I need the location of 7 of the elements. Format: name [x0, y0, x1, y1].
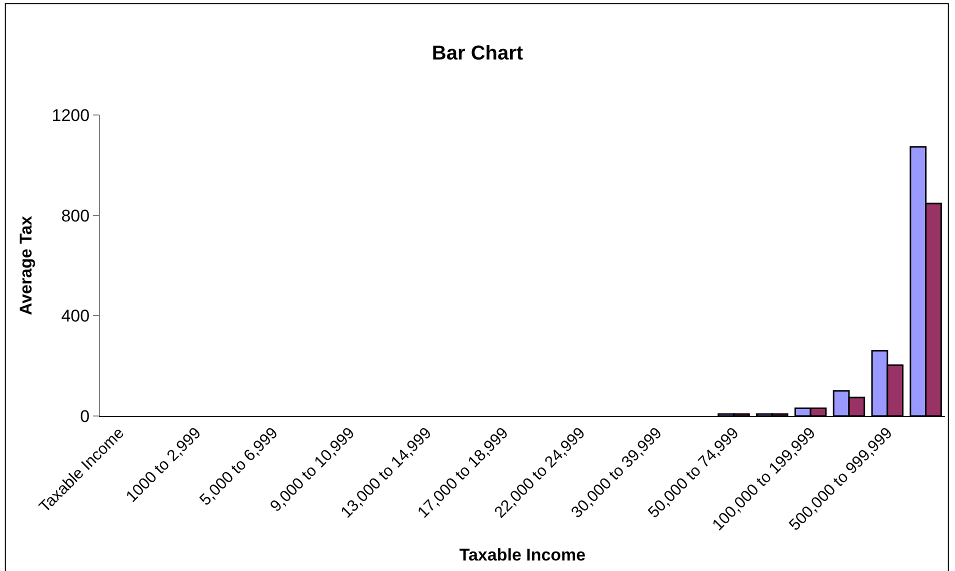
y-tick-label: 800: [61, 206, 90, 226]
y-tick-label: 1200: [52, 106, 90, 125]
chart-title: Bar Chart: [432, 42, 524, 65]
y-tick-label: 0: [80, 406, 90, 426]
x-axis-title: Taxable Income: [459, 546, 586, 565]
y-axis-title: Average Tax: [16, 215, 36, 316]
y-tick-label: 400: [61, 306, 90, 326]
